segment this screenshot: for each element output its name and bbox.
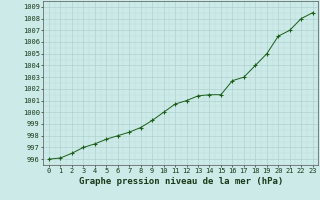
X-axis label: Graphe pression niveau de la mer (hPa): Graphe pression niveau de la mer (hPa) [79,177,283,186]
